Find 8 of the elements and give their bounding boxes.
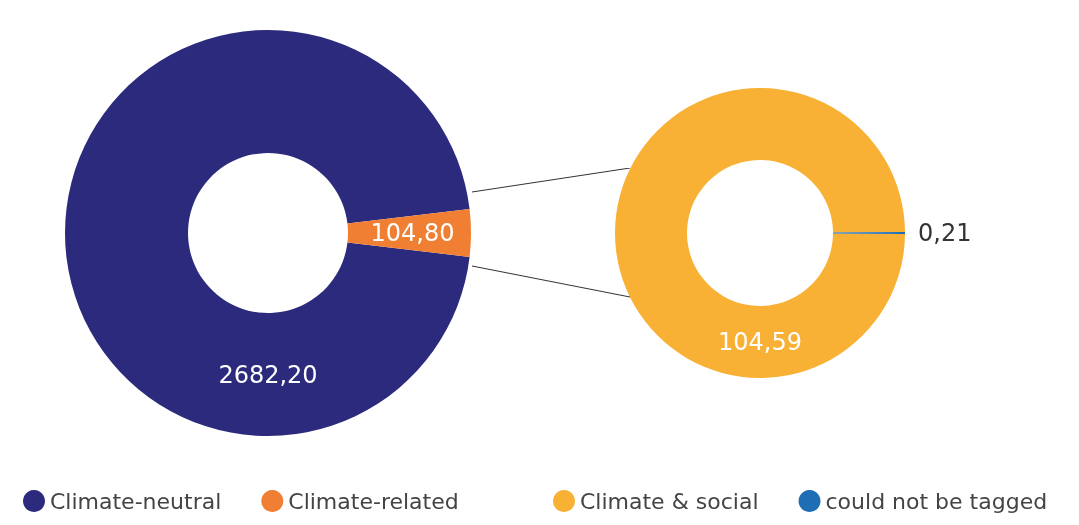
data-label: 2682,20 xyxy=(218,360,318,389)
data-label: 0,21 xyxy=(918,219,972,247)
legend-label: could not be tagged xyxy=(825,488,1048,514)
legend-label: Climate-neutral xyxy=(50,488,222,514)
legend-label: Climate-related xyxy=(288,488,459,514)
data-label: 104,80 xyxy=(370,219,455,247)
legend-label: Climate & social xyxy=(580,488,759,514)
data-label: 104,59 xyxy=(718,328,802,356)
